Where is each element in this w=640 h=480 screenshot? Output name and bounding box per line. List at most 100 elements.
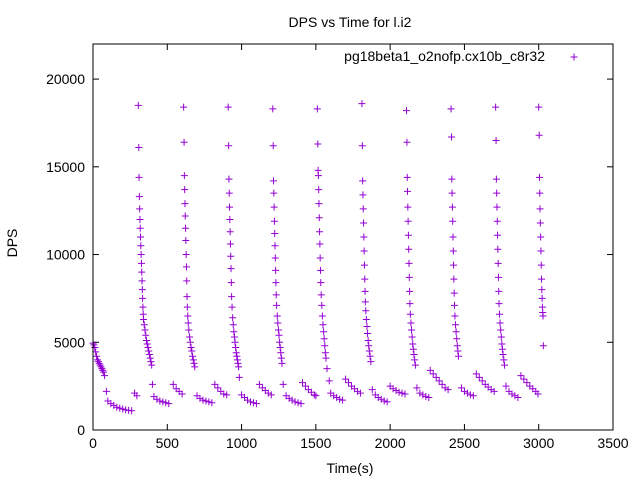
- data-point: [110, 401, 118, 409]
- y-tick-label: 5000: [54, 334, 85, 350]
- data-point: [497, 326, 505, 334]
- data-point: [181, 200, 189, 208]
- data-point: [454, 347, 462, 355]
- data-point: [214, 384, 222, 392]
- data-point: [139, 303, 147, 311]
- data-point: [365, 347, 373, 355]
- data-point: [312, 392, 320, 400]
- data-point: [226, 228, 234, 236]
- data-point: [191, 363, 199, 371]
- data-point: [316, 254, 324, 262]
- data-point: [460, 387, 468, 395]
- data-point: [517, 372, 525, 380]
- data-point: [539, 312, 547, 320]
- data-point: [93, 352, 101, 360]
- data-point: [520, 375, 528, 383]
- data-point: [537, 247, 545, 255]
- data-point: [403, 138, 411, 146]
- data-point: [452, 321, 460, 329]
- data-point: [316, 266, 324, 274]
- data-point: [429, 370, 437, 378]
- data-point: [226, 203, 234, 211]
- data-point: [199, 396, 207, 404]
- data-point: [454, 352, 462, 360]
- data-point: [406, 287, 414, 295]
- data-point: [450, 301, 458, 309]
- data-point: [494, 259, 502, 267]
- data-point: [475, 373, 483, 381]
- legend-marker-plus: [570, 53, 578, 61]
- data-point: [182, 224, 190, 232]
- data-point: [277, 349, 285, 357]
- data-point: [232, 349, 240, 357]
- data-point: [271, 254, 279, 262]
- data-point: [235, 363, 243, 371]
- data-point: [178, 390, 186, 398]
- data-point: [230, 333, 238, 341]
- data-point: [225, 142, 233, 150]
- data-point: [276, 344, 284, 352]
- data-point: [278, 359, 286, 367]
- data-point: [411, 356, 419, 364]
- data-point: [180, 172, 188, 180]
- data-point: [133, 392, 141, 400]
- data-point: [97, 363, 105, 371]
- data-point: [227, 252, 235, 260]
- data-point: [359, 177, 367, 185]
- x-axis-label: Time(s): [327, 460, 374, 476]
- data-point: [345, 379, 353, 387]
- data-point: [119, 405, 127, 413]
- data-point: [313, 105, 321, 113]
- data-point: [269, 105, 277, 113]
- data-point: [202, 397, 210, 405]
- data-point: [269, 142, 277, 150]
- data-point: [495, 300, 503, 308]
- data-point: [102, 387, 110, 395]
- data-point: [490, 387, 498, 395]
- data-point: [452, 328, 460, 336]
- data-point: [230, 328, 238, 336]
- data-point: [362, 307, 370, 315]
- data-point: [537, 261, 545, 269]
- data-point: [316, 240, 324, 248]
- data-point: [301, 382, 309, 390]
- data-point: [496, 319, 504, 327]
- data-point: [184, 319, 192, 327]
- data-point: [138, 268, 146, 276]
- data-point: [536, 219, 544, 227]
- data-point: [374, 394, 382, 402]
- data-point: [182, 237, 190, 245]
- data-point: [274, 326, 282, 334]
- data-point: [511, 392, 519, 400]
- data-point: [255, 380, 263, 388]
- data-point: [135, 193, 143, 201]
- data-point: [285, 394, 293, 402]
- data-point: [271, 242, 279, 250]
- data-point: [405, 273, 413, 281]
- data-point: [137, 251, 145, 259]
- data-point: [325, 377, 333, 385]
- data-point: [478, 377, 486, 385]
- data-point: [145, 347, 153, 355]
- x-tick-label: 0: [89, 435, 97, 451]
- data-point: [99, 366, 107, 374]
- data-point: [315, 214, 323, 222]
- data-point: [317, 279, 325, 287]
- data-point: [494, 245, 502, 253]
- data-point: [538, 275, 546, 283]
- data-point: [318, 301, 326, 309]
- data-point: [457, 384, 465, 392]
- data-point: [233, 356, 241, 364]
- data-point: [448, 133, 456, 141]
- data-point: [408, 326, 416, 334]
- data-point: [416, 389, 424, 397]
- x-tick-label: 2000: [375, 435, 406, 451]
- data-point: [244, 396, 252, 404]
- data-point: [142, 331, 150, 339]
- data-point: [492, 103, 500, 111]
- y-tick-label: 15000: [46, 159, 85, 175]
- data-point: [499, 351, 507, 359]
- data-point: [366, 352, 374, 360]
- data-point: [466, 391, 474, 399]
- data-point: [187, 344, 195, 352]
